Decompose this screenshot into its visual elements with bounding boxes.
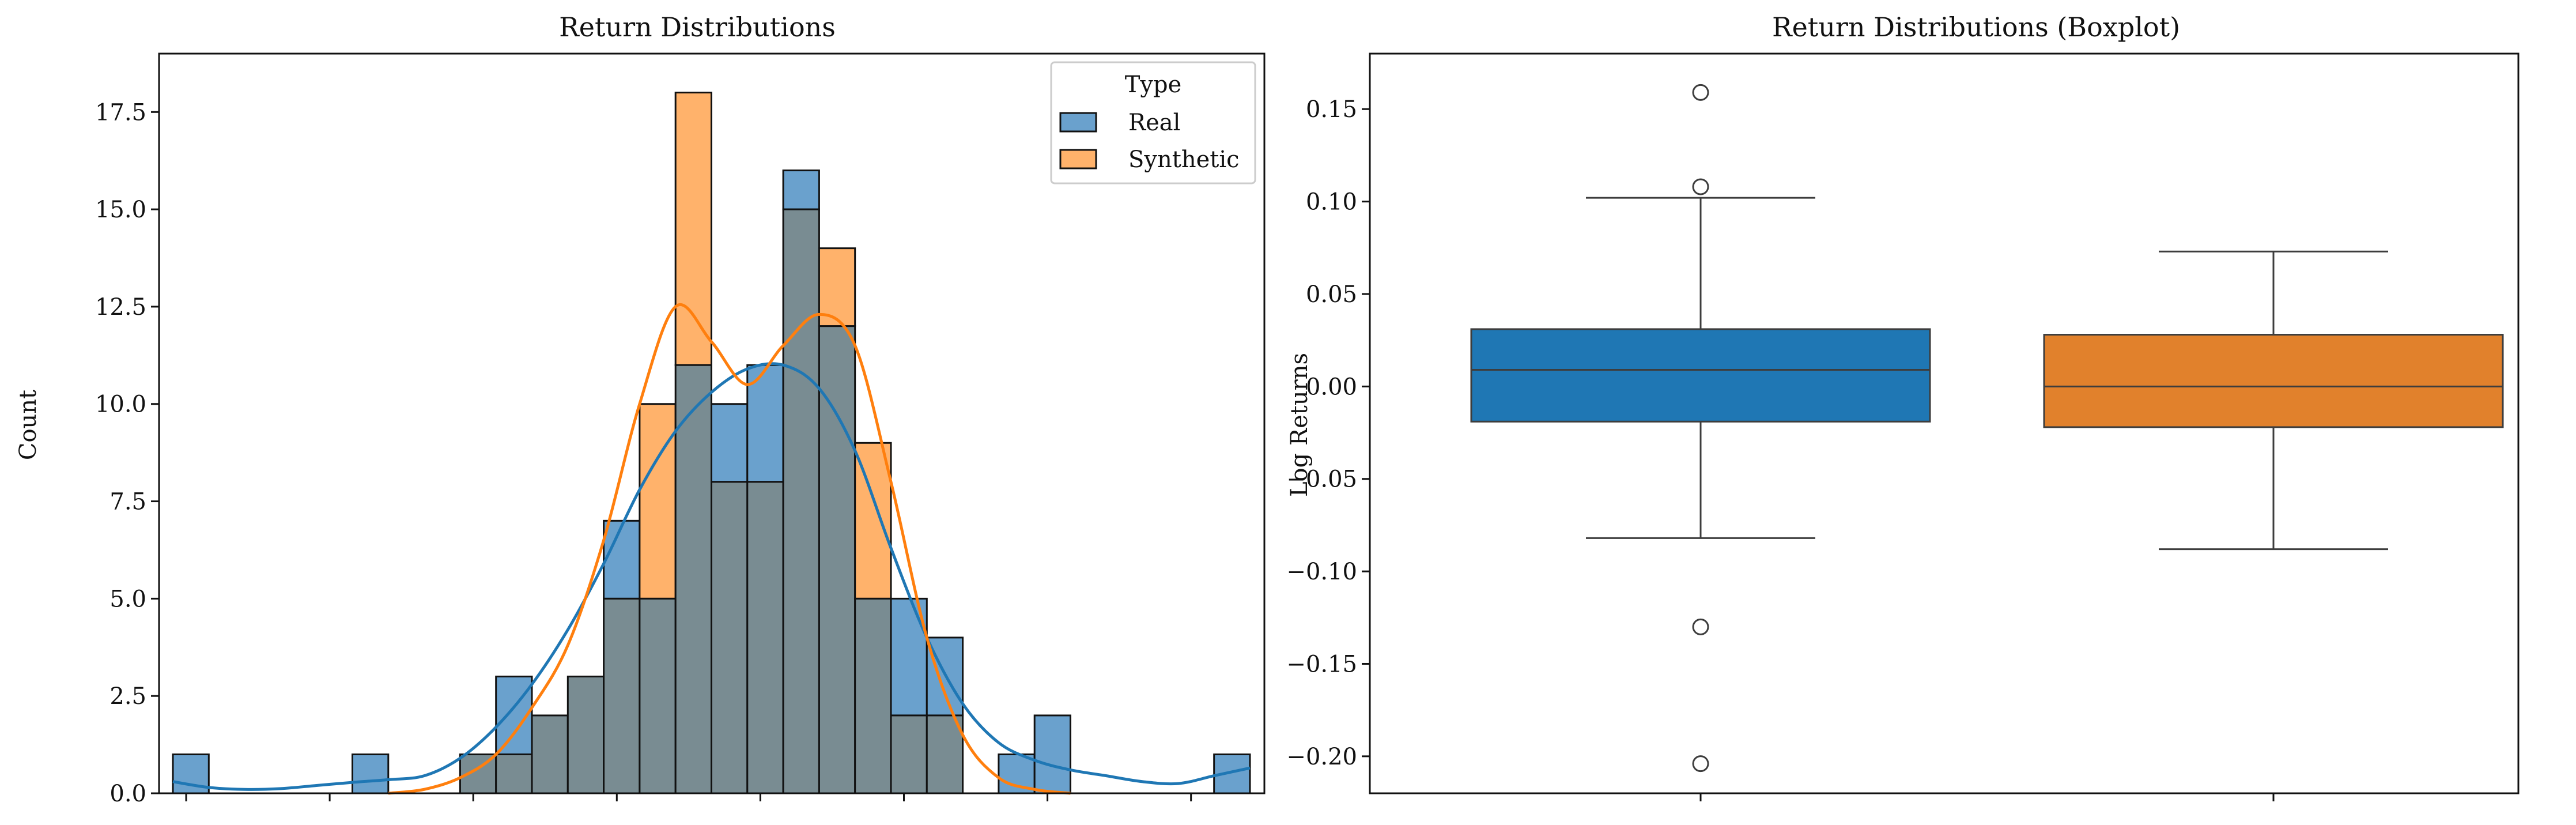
y-tick-label: 0.10 [1306, 189, 1357, 216]
y-tick-label: 17.5 [95, 99, 146, 126]
histogram-y-ticks: 0.0 2.5 5.0 7.5 10.0 12.5 15.0 17.5 [95, 99, 159, 807]
boxplot-title: Return Distributions (Boxplot) [1772, 12, 2180, 43]
boxplot-chart: Return Distributions (Boxplot) 0.150.100… [1286, 12, 2520, 801]
y-tick-label: −0.05 [1286, 466, 1357, 493]
y-tick-label: −0.10 [1286, 559, 1357, 585]
histogram-legend: Type Real Synthetic [1050, 61, 1256, 184]
bar-overlap [639, 597, 677, 794]
legend-label-synthetic: Synthetic [1128, 146, 1240, 173]
y-tick-label: −0.20 [1286, 744, 1357, 770]
boxplot-y-axis-label: Log Returns [1286, 353, 1313, 497]
bar-synthetic [674, 92, 712, 366]
bar-overlap [531, 714, 569, 794]
y-tick-label: 0.0 [109, 781, 146, 807]
legend-label-real: Real [1128, 110, 1180, 136]
y-tick-label: 5.0 [109, 586, 146, 612]
boxplot-plot-frame [1369, 52, 2520, 794]
y-tick-label: 10.0 [95, 391, 146, 418]
bar-overlap [890, 714, 928, 794]
y-tick-label: 0.05 [1306, 281, 1357, 308]
bar-real [1033, 714, 1071, 794]
bar-real [352, 753, 390, 794]
bar-real [711, 403, 749, 483]
bar-synthetic [639, 403, 677, 600]
outlier-point-real [1692, 84, 1709, 101]
boxplot-boxes [1470, 84, 2504, 773]
bar-overlap [782, 208, 820, 794]
histogram-x-ticks [185, 793, 1192, 801]
y-tick-label: 7.5 [109, 489, 146, 515]
bar-overlap [818, 325, 856, 794]
outlier-point-real [1692, 618, 1709, 635]
legend-swatch-real [1059, 112, 1097, 133]
bar-overlap [566, 675, 605, 794]
bar-overlap [711, 481, 749, 794]
y-tick-label: 15.0 [95, 197, 146, 223]
bar-overlap [746, 481, 784, 794]
bar-synthetic [818, 247, 856, 327]
kde-line-real [172, 362, 1251, 791]
bar-real [782, 169, 820, 210]
bar-real [603, 519, 641, 600]
kde-line-synthetic [388, 303, 1071, 795]
y-tick-label: 0.15 [1306, 96, 1357, 123]
y-tick-label: 0.00 [1306, 374, 1357, 400]
histogram-bars [172, 92, 1251, 794]
box-real [1470, 328, 1931, 423]
bar-real [746, 364, 784, 483]
boxplot-y-ticks: 0.15 0.10 0.05 0.00 −0.05 −0.10 −0.15 −0.20 [1286, 96, 1370, 770]
histogram-kde-lines [172, 303, 1251, 795]
histogram-chart: Return Distributions 0.0 2.5 5.0 7.5 10.0 12.… [15, 12, 1266, 807]
box-synthetic [2043, 334, 2504, 428]
histogram-title: Return Distributions [559, 12, 836, 43]
bar-overlap [495, 753, 533, 794]
legend-title: Type [1125, 71, 1182, 98]
bar-overlap [674, 364, 712, 794]
legend-swatch-synthetic [1059, 149, 1097, 169]
y-tick-label: 2.5 [109, 683, 146, 710]
histogram-y-axis-label: Count [15, 390, 41, 460]
outlier-point-real [1692, 755, 1709, 773]
bar-overlap [603, 597, 641, 794]
legend-box [1050, 61, 1256, 184]
histogram-plot-frame [158, 52, 1266, 794]
bar-overlap [854, 597, 892, 794]
y-tick-label: 12.5 [95, 294, 146, 321]
y-tick-label: −0.15 [1286, 651, 1357, 677]
boxplot-x-ticks [1699, 793, 2275, 801]
outlier-point-real [1692, 178, 1709, 195]
bar-overlap [926, 714, 964, 794]
